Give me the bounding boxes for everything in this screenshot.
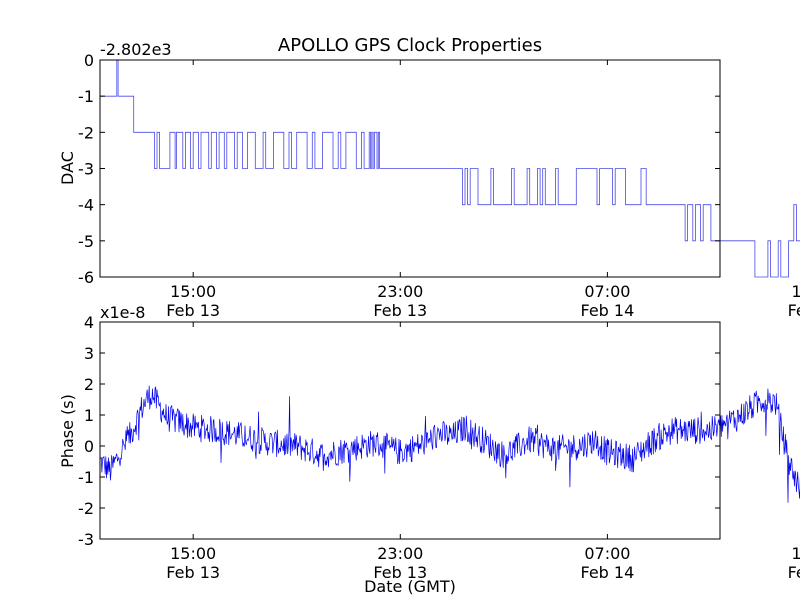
dac-x-tick-time: 15:00 <box>791 282 800 301</box>
dac-panel: APOLLO GPS Clock Properties -2.802e3 DAC… <box>58 35 800 320</box>
phase-x-tick-date: Feb 14 <box>580 563 634 582</box>
dac-y-axis-label: DAC <box>58 151 77 185</box>
dac-y-tick-label: -6 <box>78 268 94 287</box>
dac-series-line <box>100 59 800 278</box>
phase-x-tick-time: 07:00 <box>584 544 630 563</box>
dac-y-tick-label: -5 <box>78 232 94 251</box>
phase-series-line <box>99 385 800 503</box>
phase-y-tick-label: 0 <box>84 437 94 456</box>
phase-y-tick-label: 3 <box>84 344 94 363</box>
dac-x-tick-time: 15:00 <box>170 282 216 301</box>
phase-x-tick-time: 23:00 <box>377 544 423 563</box>
phase-y-tick-label: -2 <box>78 499 94 518</box>
x-axis-label: Date (GMT) <box>364 577 456 596</box>
dac-y-tick-label: -1 <box>78 87 94 106</box>
dac-y-tick-label: 0 <box>84 51 94 70</box>
dac-x-tick-time: 23:00 <box>377 282 423 301</box>
dac-series <box>100 59 800 278</box>
dac-x-tick-time: 07:00 <box>584 282 630 301</box>
phase-series <box>99 385 800 503</box>
phase-x-tick-date: Feb 13 <box>373 563 427 582</box>
phase-plot-frame <box>99 321 721 540</box>
phase-x-tick-date: Feb 13 <box>166 563 220 582</box>
phase-panel: x1e-8 Phase (s) Date (GMT) 4 3 2 1 0 -1 -2 -3 15… <box>58 303 800 596</box>
dac-x-tick-date: Feb 13 <box>373 301 427 320</box>
phase-offset-label: x1e-8 <box>100 303 145 322</box>
dac-x-tick-date: Feb 14 <box>788 301 800 320</box>
dac-y-tick-label: -4 <box>78 196 94 215</box>
dac-x-tick-date: Feb 13 <box>166 301 220 320</box>
dac-plot-frame <box>99 59 721 278</box>
phase-y-tick-label: 1 <box>84 406 94 425</box>
phase-x-tick-time: 15:00 <box>791 544 800 563</box>
phase-y-tick-label: -1 <box>78 468 94 487</box>
dac-y-tick-label: -2 <box>78 123 94 142</box>
phase-y-axis-label: Phase (s) <box>58 394 77 468</box>
phase-y-tick-label: 2 <box>84 375 94 394</box>
dac-offset-label: -2.802e3 <box>100 40 172 59</box>
dac-x-tick-date: Feb 14 <box>580 301 634 320</box>
phase-y-tick-label: 4 <box>84 313 94 332</box>
phase-x-tick-time: 15:00 <box>170 544 216 563</box>
dac-y-tick-label: -3 <box>78 160 94 179</box>
phase-y-tick-label: -3 <box>78 530 94 549</box>
chart-title: APOLLO GPS Clock Properties <box>278 35 542 56</box>
phase-x-tick-date: Feb 14 <box>788 563 800 582</box>
